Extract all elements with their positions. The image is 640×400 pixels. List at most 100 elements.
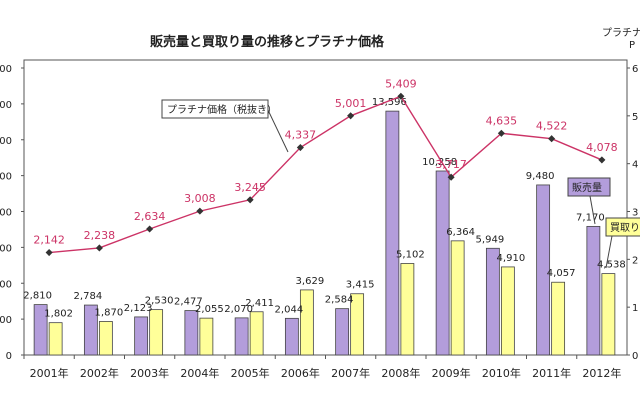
price-legend-label: プラチナ価格（税抜き） — [167, 103, 277, 116]
x-tick-label: 2009年 — [432, 366, 471, 380]
bar-sales-label: 2,477 — [174, 297, 203, 308]
price-line-group: 2,142 2,238 2,634 3,008 3,245 4,337 5,001 5,409… — [33, 77, 618, 257]
chart-title: 販売量と買取り量の推移とプラチナ価格 — [150, 34, 385, 50]
bar-purchase — [299, 289, 314, 356]
price-label: 5,409 — [385, 77, 417, 90]
x-tick-label: 2002年 — [80, 366, 119, 380]
left-tick-label: 000 — [0, 315, 12, 326]
bar-purchase-label: 1,870 — [95, 307, 124, 318]
price-marker — [196, 207, 204, 215]
bar-sales — [184, 310, 199, 356]
bar-purchase-label: 6,364 — [446, 227, 475, 238]
left-tick-label: 0 — [6, 351, 12, 362]
right-axis-label: プラチナ — [602, 27, 640, 39]
x-tick-label: 2007年 — [331, 366, 370, 380]
bar-sales-label: 7,170 — [576, 212, 605, 223]
x-axis-labels: 2001年 2002年 2003年 2004年 2005年 2006年 2007年 2008年… — [23, 355, 621, 380]
bar-sales-label: 2,784 — [74, 291, 103, 302]
bar-sales — [385, 110, 400, 356]
bar-purchase — [149, 309, 164, 356]
bar-purchase-label: 3,415 — [346, 280, 375, 291]
bar-purchase-label: 4,538 — [597, 260, 626, 271]
price-marker — [397, 92, 405, 100]
price-marker — [45, 249, 53, 257]
bar-sales — [234, 317, 249, 356]
bar-purchase-label: 4,057 — [547, 268, 576, 279]
price-legend-box — [161, 99, 269, 119]
price-marker — [598, 156, 606, 164]
price-marker — [447, 173, 455, 181]
price-label: 4,078 — [586, 141, 618, 154]
left-tick-label: 000 — [0, 172, 12, 183]
bar-sales-label: 9,480 — [526, 171, 555, 182]
bar-purchase-label: 3,629 — [296, 276, 325, 287]
bar-purchase-label: 2,055 — [195, 304, 224, 315]
x-tick-label: 2003年 — [130, 366, 169, 380]
purchase-legend-label: 買取り量 — [610, 222, 640, 234]
bar-purchase-label: 4,910 — [497, 253, 526, 264]
bar-purchase — [400, 263, 415, 356]
right-tick-label: 0 — [632, 351, 638, 362]
price-label: 3,245 — [234, 181, 266, 194]
bar-sales — [435, 170, 450, 356]
bar-sales-label: 13,596 — [372, 97, 407, 108]
bar-sales — [586, 225, 601, 356]
bar-purchase-label: 1,802 — [44, 309, 73, 320]
price-label: 2,142 — [33, 234, 65, 247]
bar-sales — [83, 304, 98, 356]
price-label: 4,522 — [536, 120, 568, 133]
purchase-legend-pointer — [605, 235, 613, 269]
bar-sales — [33, 304, 48, 356]
bar-purchase — [350, 293, 365, 356]
right-tick-label: 1 — [632, 303, 638, 314]
price-label: 4,635 — [486, 114, 518, 127]
bar-purchase-label: 2,530 — [145, 296, 174, 307]
bar-purchase — [551, 281, 566, 356]
right-tick-label: 5 — [632, 112, 638, 123]
bar-purchase — [601, 273, 616, 356]
bar-sales-label: 2,070 — [224, 304, 253, 315]
bar-sales-label: 2,123 — [124, 303, 153, 314]
x-tick-label: 2011年 — [532, 366, 571, 380]
price-marker — [296, 144, 304, 152]
left-axis-ticks: 0000000000000000000000000 — [0, 64, 24, 362]
right-tick-label: 2 — [632, 255, 638, 266]
x-tick-label: 2006年 — [281, 366, 320, 380]
right-tick-label: 3 — [632, 208, 638, 219]
bar-sales-label: 2,584 — [325, 295, 354, 306]
x-tick-label: 2012年 — [582, 366, 621, 380]
bar-sales — [335, 308, 350, 356]
bar-sales — [284, 317, 299, 356]
bar-sales-label: 2,044 — [275, 304, 304, 315]
bar-purchase — [199, 317, 214, 356]
right-tick-label: 4 — [632, 160, 638, 171]
price-marker — [146, 225, 154, 233]
x-tick-label: 2010年 — [482, 366, 521, 380]
bar-purchase — [249, 311, 264, 356]
bar-sales-label: 10,258 — [422, 157, 457, 168]
sales-legend-label: 販売量 — [572, 181, 602, 194]
sales-legend-pointer — [589, 195, 596, 225]
price-label: 4,337 — [285, 129, 317, 142]
price-legend-pointer — [267, 109, 289, 153]
bar-purchase — [500, 266, 515, 356]
bar-purchase — [48, 322, 63, 356]
bar-sales — [536, 184, 551, 356]
left-tick-label: 000 — [0, 100, 12, 111]
left-tick-label: 000 — [0, 136, 12, 147]
price-label: 2,634 — [134, 210, 166, 223]
x-tick-label: 2005年 — [231, 366, 270, 380]
x-tick-label: 2001年 — [30, 366, 69, 380]
price-line — [49, 95, 603, 254]
price-marker — [246, 196, 254, 204]
right-tick-label: 6 — [632, 64, 638, 75]
bar-sales — [485, 247, 500, 356]
left-tick-label: 000 — [0, 243, 12, 254]
left-tick-label: 000 — [0, 208, 12, 219]
price-marker — [347, 112, 355, 120]
price-label: 5,001 — [335, 97, 367, 110]
bar-purchase-label: 2,411 — [245, 298, 274, 309]
bar-purchase — [450, 240, 465, 356]
